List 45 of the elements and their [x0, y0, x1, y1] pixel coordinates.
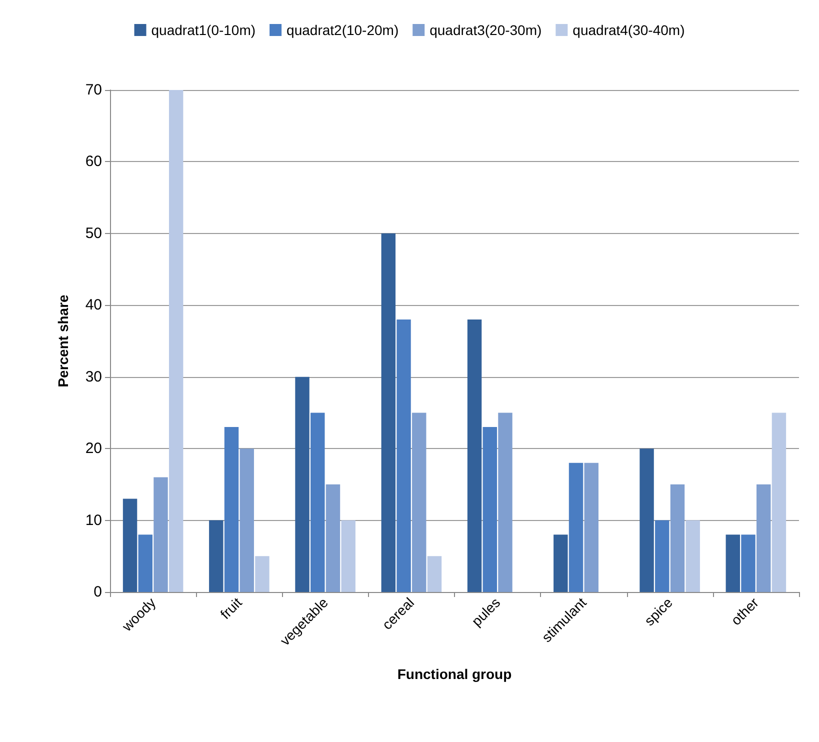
- y-tick-label: 20: [85, 440, 102, 458]
- bar: [467, 319, 482, 592]
- bar: [326, 484, 340, 592]
- bar: [498, 412, 512, 592]
- bar: [670, 484, 685, 592]
- bar: [154, 477, 168, 592]
- bar: [756, 484, 771, 592]
- y-tick-label: 60: [85, 153, 102, 170]
- bar: [255, 556, 270, 592]
- y-tick-label: 0: [94, 584, 102, 600]
- bar: [655, 520, 670, 592]
- y-tick-label: 30: [85, 368, 102, 386]
- bar: [209, 520, 224, 592]
- bar: [168, 90, 184, 592]
- bar: [295, 376, 310, 592]
- bar: [310, 412, 325, 592]
- bar: [412, 412, 426, 592]
- bar: [640, 448, 654, 592]
- bar: [584, 462, 598, 592]
- bar: [240, 448, 254, 592]
- bar: [138, 534, 152, 592]
- legend-label: quadrat2(10-20m): [286, 22, 399, 38]
- bar: [741, 534, 756, 592]
- y-tick-label: 70: [85, 82, 102, 98]
- legend-label: quadrat3(20-30m): [430, 22, 542, 38]
- bar: [726, 534, 740, 592]
- legend-label: quadrat1(0-10m): [151, 22, 256, 38]
- y-tick-label: 40: [85, 296, 102, 314]
- bar: [772, 412, 786, 592]
- bar: [122, 498, 138, 592]
- x-axis-title: Functional group: [397, 666, 512, 682]
- y-tick-label: 10: [85, 512, 102, 529]
- bar: [482, 427, 497, 592]
- bar: [396, 319, 411, 592]
- legend-label: quadrat4(30-40m): [572, 22, 685, 38]
- y-tick-label: 50: [85, 224, 102, 242]
- bar: [381, 233, 396, 592]
- bar: [686, 520, 700, 592]
- bar: [341, 520, 356, 592]
- bar: [224, 427, 239, 592]
- bar: [554, 534, 568, 592]
- bar: [568, 462, 584, 592]
- y-axis-title: Percent share: [55, 294, 71, 388]
- x-tick-label: fruit: [217, 594, 245, 622]
- bar: [427, 556, 442, 592]
